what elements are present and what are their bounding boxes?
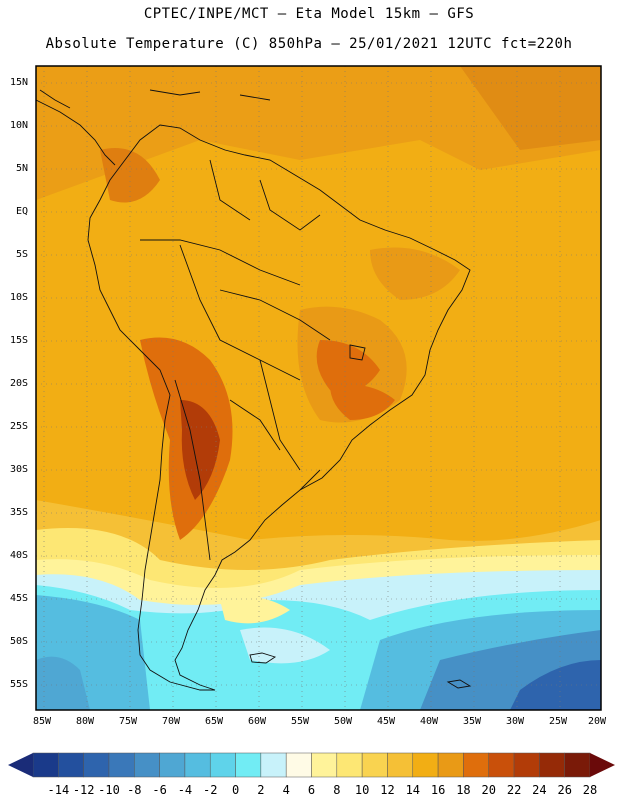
coastlines bbox=[36, 89, 472, 691]
colorbar-swatch bbox=[285, 752, 312, 778]
colorbar-label: 0 bbox=[231, 783, 240, 797]
colorbar-swatch bbox=[108, 752, 135, 778]
lat-lon-grid bbox=[36, 66, 601, 710]
lat-label: 25S bbox=[10, 421, 29, 432]
lon-label: 25W bbox=[549, 716, 568, 727]
lat-label: 35S bbox=[10, 507, 29, 518]
colorbar-swatch bbox=[488, 752, 515, 778]
colorbar-low-arrow bbox=[8, 753, 33, 777]
lat-label: 50S bbox=[10, 636, 29, 647]
colorbar-label: 20 bbox=[481, 783, 496, 797]
colorbar-label: -14 bbox=[47, 783, 70, 797]
lat-label: 30S bbox=[10, 464, 29, 475]
colorbar-label: 6 bbox=[307, 783, 316, 797]
colorbar-label: -4 bbox=[177, 783, 193, 797]
colorbar-swatch bbox=[437, 752, 464, 778]
lon-label: 85W bbox=[33, 716, 52, 727]
colorbar-label: -10 bbox=[98, 783, 120, 797]
colorbar-swatch bbox=[83, 752, 110, 778]
colorbar-swatch bbox=[513, 752, 540, 778]
colorbar-swatch bbox=[336, 752, 363, 778]
colorbar-swatch bbox=[539, 752, 565, 778]
colorbar-swatch bbox=[32, 752, 59, 778]
colorbar-label: -2 bbox=[203, 783, 218, 797]
lat-label: 20S bbox=[10, 378, 29, 389]
lon-label: 75W bbox=[119, 716, 138, 727]
colorbar-label: 24 bbox=[532, 783, 547, 797]
lon-label: 60W bbox=[248, 716, 267, 727]
colorbar-label: 10 bbox=[354, 783, 370, 797]
colorbar-swatch bbox=[58, 752, 84, 778]
lon-label: 20W bbox=[588, 716, 607, 727]
lon-label: 50W bbox=[334, 716, 353, 727]
lon-label: 65W bbox=[205, 716, 224, 727]
lon-label: 40W bbox=[420, 716, 439, 727]
lat-label: 40S bbox=[10, 550, 29, 561]
colorbar-swatch bbox=[184, 752, 211, 778]
colorbar-swatch bbox=[564, 752, 591, 778]
lon-label: 55W bbox=[291, 716, 310, 727]
lon-label: 45W bbox=[377, 716, 396, 727]
colorbar-label: 16 bbox=[430, 783, 446, 797]
lon-label: 80W bbox=[76, 716, 95, 727]
lat-label: 45S bbox=[10, 593, 29, 604]
colorbar-swatch bbox=[361, 752, 388, 778]
colorbar-swatch bbox=[387, 752, 414, 778]
colorbar-high-arrow bbox=[590, 753, 615, 777]
lon-label: 30W bbox=[506, 716, 525, 727]
colorbar-swatch bbox=[311, 752, 338, 778]
colorbar-swatch bbox=[463, 752, 489, 778]
colorbar-label: 26 bbox=[557, 783, 572, 797]
lat-label: 15S bbox=[10, 335, 29, 346]
colorbar-swatch bbox=[209, 752, 236, 778]
temperature-field bbox=[36, 66, 601, 710]
colorbar-swatch bbox=[159, 752, 186, 778]
colorbar-label: 12 bbox=[380, 783, 395, 797]
colorbar-label: 8 bbox=[333, 783, 341, 797]
lon-label: 70W bbox=[162, 716, 181, 727]
lat-label: 15N bbox=[10, 77, 29, 88]
map-title: CPTEC/INPE/MCT – Eta Model 15km – GFS bbox=[143, 6, 475, 22]
colorbar-swatch bbox=[235, 752, 262, 778]
colorbar-swatch bbox=[412, 752, 439, 778]
colorbar-swatch bbox=[134, 752, 160, 778]
colorbar-label: -8 bbox=[127, 783, 142, 797]
lat-label: 5S bbox=[16, 249, 29, 260]
colorbar-label: 22 bbox=[506, 783, 522, 797]
colorbar-label: 2 bbox=[257, 783, 265, 797]
colorbar-swatch bbox=[260, 752, 287, 778]
colorbar-label: 14 bbox=[405, 783, 421, 797]
map-frame bbox=[35, 65, 602, 711]
lat-label: EQ bbox=[16, 206, 29, 217]
colorbar-label: -6 bbox=[152, 783, 167, 797]
colorbar-label: 18 bbox=[456, 783, 471, 797]
lat-label: 10S bbox=[10, 292, 29, 303]
colorbar-label: 28 bbox=[582, 783, 598, 797]
map-subtitle: Absolute Temperature (C) 850hPa – 25/01/… bbox=[45, 36, 573, 52]
colorbar-label: 4 bbox=[282, 783, 290, 797]
lat-label: 55S bbox=[10, 679, 29, 690]
lon-label: 35W bbox=[463, 716, 482, 727]
colorbar-label: -12 bbox=[72, 783, 95, 797]
lat-label: 5N bbox=[16, 163, 29, 174]
lat-label: 10N bbox=[10, 120, 29, 131]
